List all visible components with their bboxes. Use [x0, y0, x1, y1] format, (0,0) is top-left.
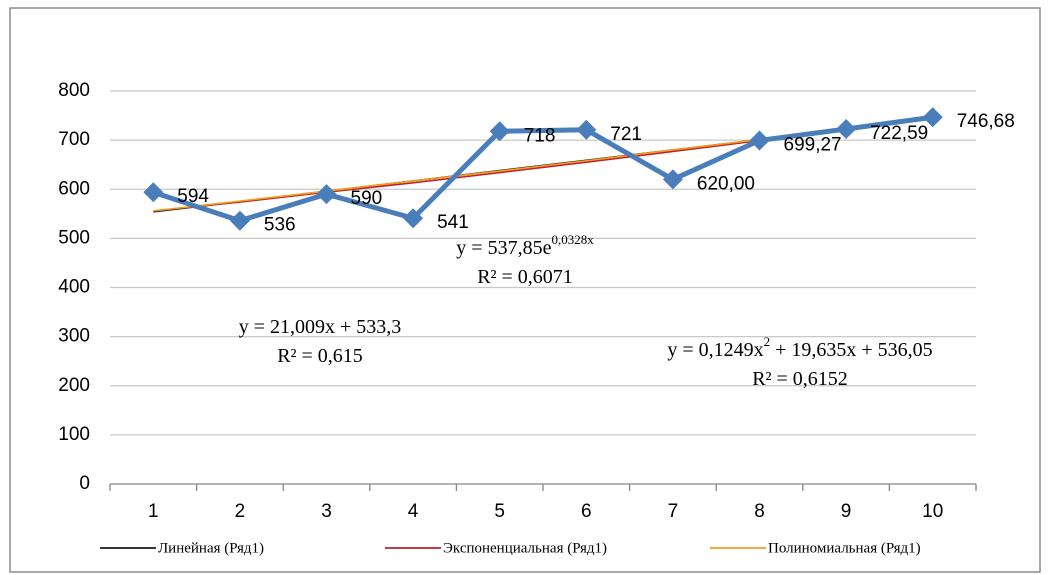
marker — [749, 130, 770, 151]
trendline-equation: y = 0,1249x2 + 19,635x + 536,05 — [667, 334, 932, 360]
y-tick-label: 200 — [58, 375, 90, 396]
data-label: 590 — [351, 188, 383, 209]
marker — [316, 184, 337, 205]
x-tick-label: 6 — [581, 501, 592, 522]
x-tick-label: 4 — [408, 501, 419, 522]
equation-part: + 19,635x + 536,05 — [770, 339, 933, 361]
marker — [143, 182, 164, 203]
y-tick-label: 500 — [58, 227, 90, 248]
marker — [403, 208, 424, 229]
x-tick-label: 1 — [148, 501, 159, 522]
y-tick-label: 600 — [58, 178, 90, 199]
data-label: 721 — [610, 124, 642, 145]
x-tick-label: 7 — [668, 501, 679, 522]
x-tick-label: 8 — [754, 501, 765, 522]
equation-part: R² = 0,615 — [277, 345, 363, 367]
equation-part: y = 0,1249x — [667, 339, 763, 361]
data-label: 718 — [524, 125, 556, 146]
marker — [836, 119, 857, 140]
trendline-equation: R² = 0,615 — [277, 345, 363, 367]
superscript: 0,0328x — [551, 232, 594, 247]
marker — [922, 107, 943, 128]
equation-part: y = 21,009x + 533,3 — [239, 316, 402, 338]
equation-part: R² = 0,6152 — [752, 368, 848, 390]
y-tick-label: 400 — [58, 277, 90, 298]
data-label: 541 — [437, 212, 469, 233]
trendline-equation: y = 537,85e0,0328x — [456, 232, 594, 258]
trendline-equation: R² = 0,6152 — [752, 368, 848, 390]
data-label: 594 — [177, 186, 209, 207]
y-tick-label: 800 — [58, 80, 90, 101]
marker — [229, 210, 250, 231]
x-tick-label: 2 — [235, 501, 246, 522]
marker — [489, 121, 510, 142]
chart-border — [9, 7, 1041, 573]
data-label: 699,27 — [784, 134, 842, 155]
legend-label: Полиномиальная (Ряд1) — [768, 540, 921, 556]
data-label: 722,59 — [870, 123, 928, 144]
x-tick-label: 5 — [494, 501, 505, 522]
data-line — [152, 114, 934, 224]
superscript: 2 — [764, 334, 771, 349]
trendline-equation: R² = 0,6071 — [477, 266, 573, 288]
equation-part: y = 537,85e — [456, 237, 551, 259]
legend-label: Линейная (Ряд1) — [158, 540, 264, 556]
equation-part: R² = 0,6071 — [477, 266, 573, 288]
data-label: 746,68 — [957, 111, 1015, 132]
data-label: 536 — [264, 215, 296, 236]
trendline-equation: y = 21,009x + 533,3 — [239, 316, 402, 338]
data-label: 620,00 — [697, 173, 755, 194]
marker — [576, 119, 597, 140]
y-tick-label: 300 — [58, 326, 90, 347]
y-tick-label: 700 — [58, 129, 90, 150]
legend-label: Экспоненциальная (Ряд1) — [443, 540, 607, 556]
y-tick-label: 100 — [58, 424, 90, 445]
x-tick-label: 9 — [841, 501, 852, 522]
marker — [662, 169, 683, 190]
x-tick-label: 3 — [321, 501, 332, 522]
y-tick-label: 0 — [79, 473, 90, 494]
x-tick-label: 10 — [922, 501, 943, 522]
